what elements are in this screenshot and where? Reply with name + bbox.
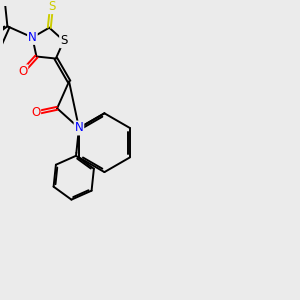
Text: S: S bbox=[60, 34, 68, 47]
Text: S: S bbox=[48, 0, 55, 13]
Text: N: N bbox=[28, 31, 37, 44]
Text: N: N bbox=[75, 122, 83, 134]
Text: O: O bbox=[31, 106, 40, 119]
Text: O: O bbox=[18, 65, 27, 78]
